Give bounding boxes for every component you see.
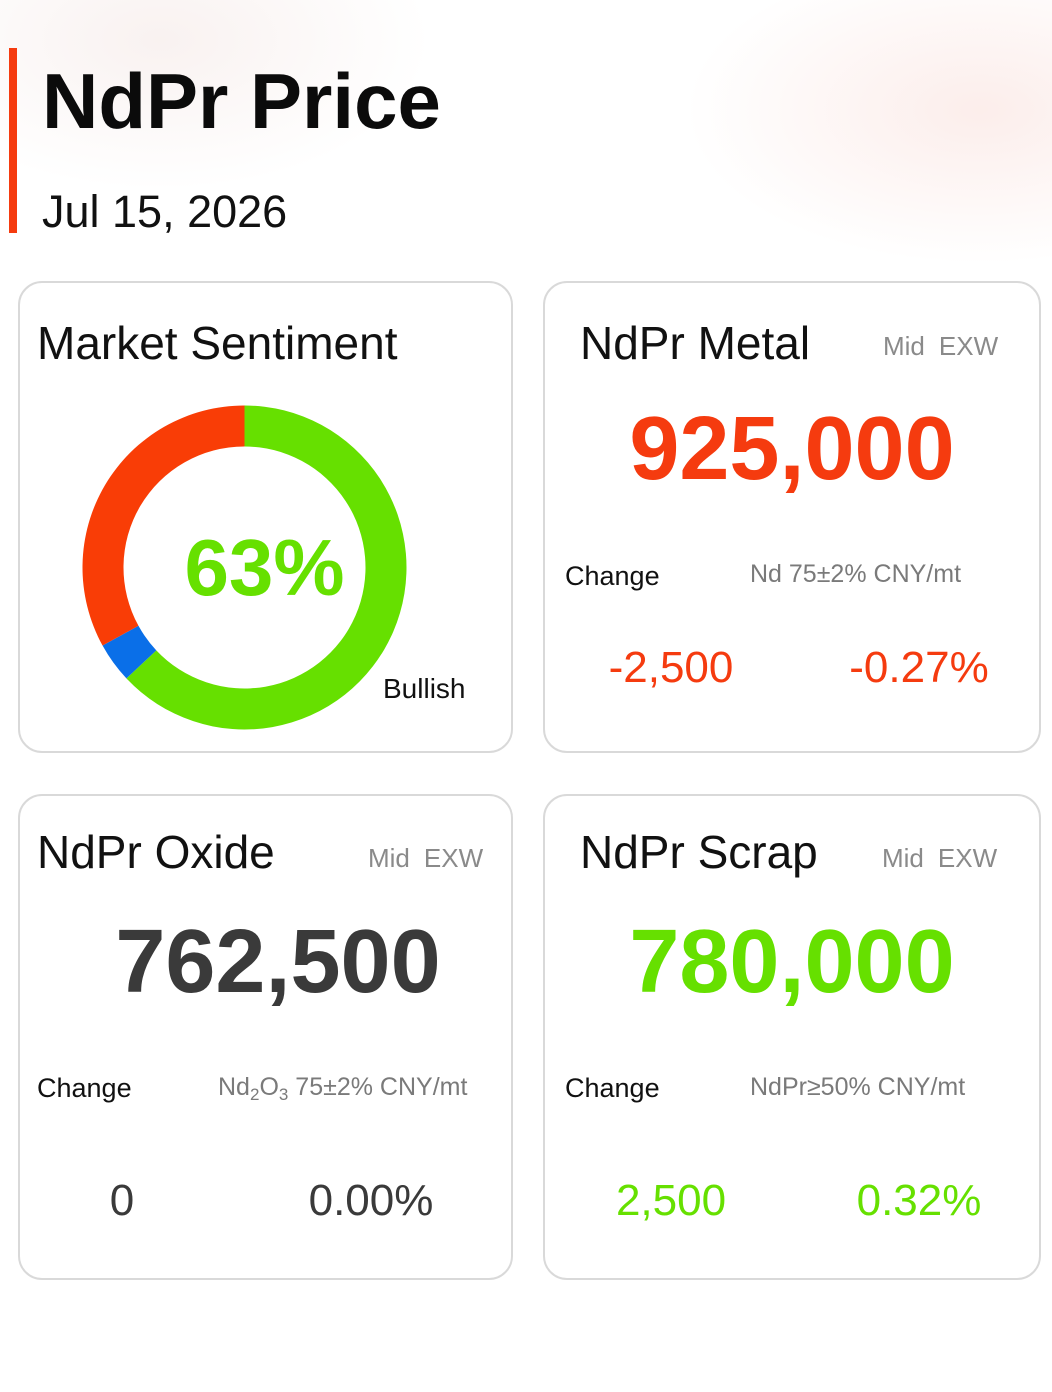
ndpr-oxide-change-label: Change [37,1073,132,1103]
ndpr-scrap-change-label: Change [565,1073,660,1103]
donut-segment-neutral [102,625,157,679]
price-type-mid: Mid [883,331,925,361]
delivery-term-exw: EXW [938,331,999,361]
ndpr-scrap-change-abs: 2,500 [615,1176,727,1225]
ndpr-scrap-card[interactable]: NdPr Scrap Mid EXW 780,000 Change NdPr≥50… [543,794,1041,1280]
ndpr-scrap-title: NdPr Scrap [580,826,818,878]
ndpr-oxide-price: 762,500 [115,912,441,1012]
ndpr-oxide-spec: Nd2O3 75±2% CNY/mt [218,1073,468,1104]
title-accent-bar [9,48,17,233]
delivery-term-exw: EXW [423,843,484,873]
price-type-mid: Mid [368,843,410,873]
ndpr-metal-change-label: Change [565,561,660,591]
ndpr-metal-change-abs: -2,500 [608,643,734,692]
ndpr-metal-title: NdPr Metal [580,317,811,369]
donut-segment-bearish [82,405,245,646]
price-type-mid: Mid [882,843,924,873]
sentiment-label: Bullish [383,673,466,704]
ndpr-metal-card[interactable]: NdPr Metal Mid EXW 925,000 Change Nd 75±2… [543,281,1041,753]
ndpr-oxide-card[interactable]: NdPr Oxide Mid EXW 762,500 Change Nd2O3 7… [18,794,513,1280]
ndpr-scrap-spec: NdPr≥50% CNY/mt [750,1073,966,1101]
page-title: NdPr Price [42,57,441,145]
market-sentiment-card[interactable]: Market Sentiment 63% Bullish [18,281,513,753]
ndpr-oxide-title: NdPr Oxide [37,826,275,878]
ndpr-metal-change-pct: -0.27% [849,643,989,692]
ndpr-scrap-change-pct: 0.32% [856,1176,982,1225]
ndpr-scrap-meta: Mid EXW [882,843,997,873]
ndpr-metal-price: 925,000 [629,399,955,499]
ndpr-oxide-meta: Mid EXW [368,843,483,873]
ndpr-oxide-change-pct: 0.00% [308,1176,434,1225]
price-date: Jul 15, 2026 [42,186,288,237]
ndpr-oxide-change-abs: 0 [109,1176,135,1225]
sentiment-percent: 63% [184,523,345,612]
donut-segment-bullish [126,405,407,730]
market-sentiment-title: Market Sentiment [37,317,398,369]
sentiment-donut-chart [82,405,407,730]
delivery-term-exw: EXW [937,843,998,873]
ndpr-metal-spec: Nd 75±2% CNY/mt [750,560,962,588]
ndpr-metal-meta: Mid EXW [883,331,998,361]
ndpr-scrap-price: 780,000 [629,912,955,1012]
